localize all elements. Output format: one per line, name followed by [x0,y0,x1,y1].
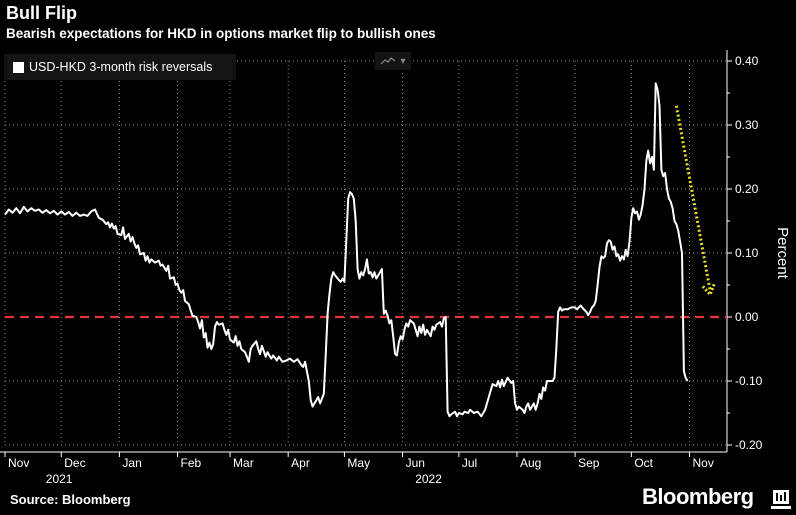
data-layer [4,82,727,418]
bloomberg-terminal-icon [771,490,791,509]
year-label: 2022 [415,472,442,486]
chart-type-menu-button[interactable]: ▾ [375,52,411,70]
year-label: 2021 [46,472,73,486]
x-tick-label: Nov [692,456,713,470]
y-tick-label: -0.20 [735,438,763,452]
axis-layer: 0.40 0.30 0.20 0.10 0.00 -0.10 -0.20 Nov Dec Jan F… [0,50,791,486]
chart-title: Bull Flip [6,3,77,23]
y-tick-label: 0.10 [735,246,759,260]
y-axis-title: Percent [774,227,791,280]
x-tick-label: May [347,456,370,470]
x-tick-label: Sep [578,456,600,470]
legend-label: USD-HKD 3-month risk reversals [29,60,213,74]
series-line [4,82,689,418]
line-chart-icon [381,57,396,65]
x-tick-label: Apr [291,456,310,470]
y-tick-label: 0.40 [735,54,759,68]
x-tick-label: Jul [462,456,477,470]
x-tick-label: Mar [233,456,254,470]
x-tick-label: Dec [64,456,85,470]
y-tick-label: -0.10 [735,374,763,388]
y-tick-label: 0.20 [735,182,759,196]
chart-subtitle: Bearish expectations for HKD in options … [6,26,436,41]
x-tick-label: Feb [181,456,202,470]
chevron-down-icon: ▾ [400,55,406,67]
grid-layer [4,60,727,446]
source-note: Source: Bloomberg [10,492,131,507]
x-tick-label: Nov [8,456,29,470]
legend-swatch [13,61,24,73]
x-tick-label: Jan [122,456,141,470]
x-tick-label: Jun [406,456,425,470]
bloomberg-logo: Bloomberg [642,484,754,509]
y-tick-label: 0.30 [735,118,759,132]
x-tick-label: Oct [634,456,653,470]
y-tick-label: 0.00 [735,310,759,324]
x-tick-label: Aug [520,456,541,470]
legend: USD-HKD 3-month risk reversals [4,54,236,80]
